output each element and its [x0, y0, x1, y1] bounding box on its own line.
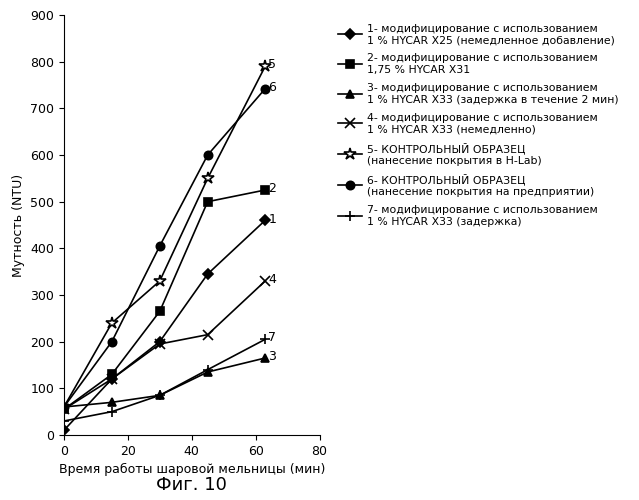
Text: 3: 3 — [268, 350, 276, 363]
Text: 4: 4 — [268, 273, 276, 286]
Text: 7: 7 — [268, 332, 277, 344]
Y-axis label: Мутность (NTU): Мутность (NTU) — [12, 174, 25, 277]
X-axis label: Время работы шаровой мельницы (мин): Время работы шаровой мельницы (мин) — [59, 464, 325, 476]
Text: 2: 2 — [268, 182, 276, 195]
Text: Фиг. 10: Фиг. 10 — [157, 476, 227, 494]
Text: 5: 5 — [268, 58, 277, 71]
Text: 1: 1 — [268, 213, 276, 226]
Legend: 1- модифицирование с использованием
1 % HYCAR X25 (немедленное добавление), 2- м: 1- модифицирование с использованием 1 % … — [335, 20, 622, 230]
Text: 6: 6 — [268, 81, 276, 94]
